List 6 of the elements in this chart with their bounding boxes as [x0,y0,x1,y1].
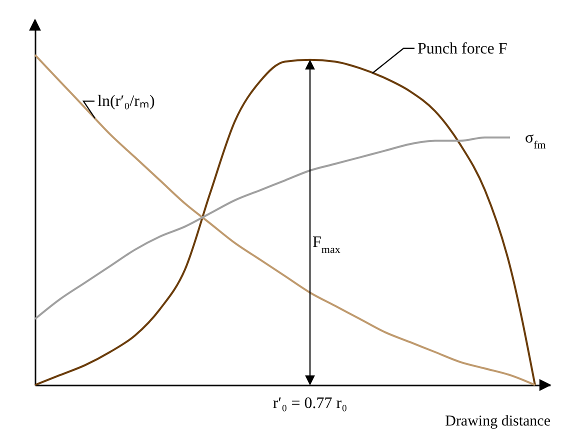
series-label: ln(r′₀/rₘ) [98,93,155,110]
text: r′₀ = 0.77 r₀ [272,395,348,412]
series-label: σ$_{fm}$ [525,129,546,152]
annotation: F$_{max}$ [312,234,341,256]
text: Punch force F [418,40,508,58]
x-axis-title: Drawing distance [445,414,551,430]
